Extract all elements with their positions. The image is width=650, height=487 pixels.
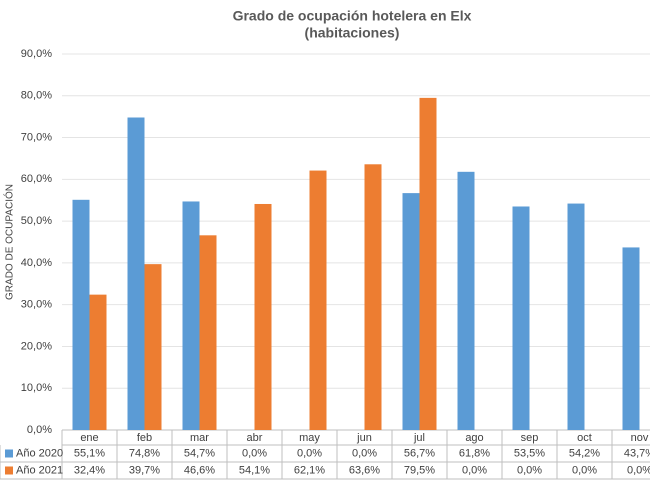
- x-tick-label: jun: [356, 432, 372, 444]
- bar: [364, 164, 382, 430]
- x-tick-label: mar: [190, 432, 209, 444]
- x-tick-label: ago: [465, 432, 483, 444]
- y-tick-label: 90,0%: [21, 48, 52, 60]
- table-value: 54,2%: [569, 447, 600, 459]
- y-tick-label: 50,0%: [21, 215, 52, 227]
- table-value: 61,8%: [459, 447, 490, 459]
- x-tick-label: sep: [521, 432, 539, 444]
- chart-title: Grado de ocupación hotelera en Elx: [233, 8, 472, 24]
- y-tick-label: 20,0%: [21, 340, 52, 352]
- table-value: 46,6%: [184, 464, 215, 476]
- bar: [72, 199, 90, 430]
- table-value: 0,0%: [517, 464, 542, 476]
- bar: [567, 203, 585, 430]
- table-value: 63,6%: [349, 464, 380, 476]
- x-tick-label: may: [299, 432, 320, 444]
- legend-swatch: [5, 449, 13, 458]
- y-tick-label: 40,0%: [21, 257, 52, 269]
- bar: [254, 203, 272, 430]
- y-tick-label: 70,0%: [21, 131, 52, 143]
- table-value: 79,5%: [404, 464, 435, 476]
- y-tick-label: 10,0%: [21, 382, 52, 394]
- bar: [182, 201, 200, 430]
- table-value: 62,1%: [294, 464, 325, 476]
- table-value: 54,1%: [239, 464, 270, 476]
- x-tick-label: oct: [577, 432, 592, 444]
- table-value: 39,7%: [129, 464, 160, 476]
- chart-subtitle: (habitaciones): [305, 25, 400, 41]
- table-value: 74,8%: [129, 447, 160, 459]
- bar: [419, 97, 437, 430]
- bar: [512, 206, 530, 430]
- bar: [199, 235, 217, 430]
- x-tick-label: feb: [137, 432, 152, 444]
- legend-label: Año 2020: [16, 447, 63, 459]
- table-value: 32,4%: [74, 464, 105, 476]
- table-value: 55,1%: [74, 447, 105, 459]
- x-tick-label: ene: [80, 432, 98, 444]
- bar: [309, 170, 327, 430]
- table-value: 0,0%: [242, 447, 267, 459]
- table-value: 54,7%: [184, 447, 215, 459]
- table-value: 0,0%: [627, 464, 650, 476]
- table-value: 43,7%: [624, 447, 650, 459]
- x-tick-label: abr: [247, 432, 263, 444]
- table-value: 56,7%: [404, 447, 435, 459]
- table-value: 53,5%: [514, 447, 545, 459]
- bar: [144, 264, 162, 430]
- y-tick-label: 0,0%: [27, 424, 52, 436]
- bar: [402, 193, 420, 430]
- table-value: 0,0%: [572, 464, 597, 476]
- y-tick-label: 60,0%: [21, 173, 52, 185]
- legend-label: Año 2021: [16, 464, 63, 476]
- x-tick-label: nov: [631, 432, 649, 444]
- legend-swatch: [5, 466, 13, 475]
- bar: [622, 247, 640, 430]
- bar: [89, 294, 107, 430]
- x-tick-label: jul: [413, 432, 425, 444]
- bar: [457, 171, 475, 430]
- table-value: 0,0%: [297, 447, 322, 459]
- bar: [127, 117, 145, 430]
- y-tick-label: 80,0%: [21, 90, 52, 102]
- table-value: 0,0%: [462, 464, 487, 476]
- y-tick-label: 30,0%: [21, 299, 52, 311]
- y-axis-label: GRADO DE OCUPACIÓN: [3, 184, 16, 300]
- table-value: 0,0%: [352, 447, 377, 459]
